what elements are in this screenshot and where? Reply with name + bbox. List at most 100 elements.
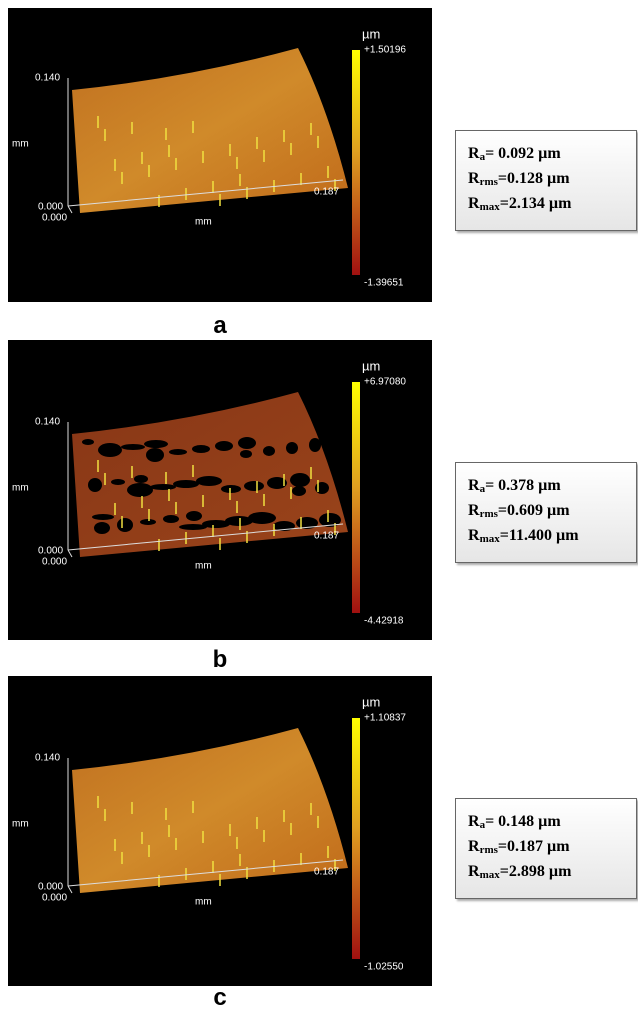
roughness-box: Ra= 0.092 µm Rrms=0.128 µm Rmax=2.134 µm <box>455 130 637 231</box>
surface-hole <box>325 447 349 459</box>
roughness-symbol: R <box>468 145 480 162</box>
colorbar-unit: µm <box>362 694 380 709</box>
y-min-label: 0.000 <box>38 202 63 213</box>
colorbar-min: -1.39651 <box>364 278 404 289</box>
roughness-value: = 0.148 µm <box>485 813 561 830</box>
roughness-value: = 0.092 µm <box>485 145 561 162</box>
roughness-symbol: R <box>468 527 480 544</box>
roughness-subscript: rms <box>479 176 498 188</box>
roughness-subscript: max <box>479 869 500 881</box>
surface-hole <box>82 439 94 445</box>
surface-hole <box>215 441 233 451</box>
roughness-row: Ra= 0.378 µm <box>468 475 636 500</box>
roughness-subscript: max <box>479 533 500 545</box>
y-axis-label: mm <box>12 139 29 150</box>
roughness-value: =2.898 µm <box>499 863 572 880</box>
roughness-row: Ra= 0.148 µm <box>468 811 636 836</box>
axis-depth <box>67 205 73 214</box>
surface-hole <box>196 476 222 486</box>
roughness-value: =0.187 µm <box>497 838 570 855</box>
roughness-subscript: max <box>479 201 500 213</box>
surface-hole <box>173 480 199 488</box>
roughness-subscript: rms <box>479 508 498 520</box>
roughness-subscript: a <box>479 151 486 163</box>
roughness-subscript: a <box>479 819 486 831</box>
y-max-label: 0.140 <box>35 417 60 428</box>
roughness-symbol: R <box>468 863 480 880</box>
surface-hole <box>121 444 145 450</box>
surface-hole <box>186 511 202 521</box>
surface-hole <box>140 519 156 525</box>
roughness-value: =0.609 µm <box>497 502 570 519</box>
colorbar-max: +6.97080 <box>364 377 406 388</box>
roughness-row: Rmax=2.898 µm <box>468 861 636 886</box>
surface-hole <box>238 437 256 449</box>
roughness-symbol: R <box>468 170 480 187</box>
surface-hole <box>192 445 210 453</box>
surface-hole <box>163 515 179 523</box>
panel-label: c <box>213 984 227 1011</box>
roughness-symbol: R <box>468 838 480 855</box>
x-max-label: 0.187 <box>314 187 339 198</box>
x-axis-label: mm <box>195 217 212 228</box>
surface-hole <box>240 450 252 458</box>
colorbar-unit: µm <box>362 358 380 373</box>
colorbar-unit: µm <box>362 26 380 41</box>
roughness-row: Ra= 0.092 µm <box>468 143 636 168</box>
surface-hole <box>248 512 276 524</box>
roughness-box: Ra= 0.378 µm Rrms=0.609 µm Rmax=11.400 µm <box>455 462 637 563</box>
surface <box>72 728 348 893</box>
surface-hole <box>244 481 264 491</box>
x-min-label: 0.000 <box>42 213 67 224</box>
colorbar <box>352 50 360 275</box>
roughness-row: Rrms=0.609 µm <box>468 500 636 525</box>
roughness-row: Rmax=11.400 µm <box>468 525 636 550</box>
colorbar <box>352 382 360 613</box>
y-axis-label: mm <box>12 819 29 830</box>
roughness-box: Ra= 0.148 µm Rrms=0.187 µm Rmax=2.898 µm <box>455 798 637 899</box>
surface-hole <box>94 522 110 534</box>
y-max-label: 0.140 <box>35 73 60 84</box>
surface <box>72 392 348 557</box>
roughness-value: = 0.378 µm <box>485 477 561 494</box>
y-min-label: 0.000 <box>38 546 63 557</box>
surface-hole <box>221 485 241 493</box>
surface-hole <box>146 448 164 462</box>
y-max-label: 0.140 <box>35 753 60 764</box>
roughness-row: Rrms=0.128 µm <box>468 168 636 193</box>
surface-hole <box>169 449 187 455</box>
surface-hole <box>88 478 102 492</box>
roughness-value: =0.128 µm <box>497 170 570 187</box>
surface-hole <box>127 483 153 497</box>
x-min-label: 0.000 <box>42 557 67 568</box>
surface-hole <box>267 477 287 489</box>
x-axis-label: mm <box>195 561 212 572</box>
surface-hole <box>202 520 230 528</box>
surface-panel: 0.140 mm 0.000 0.000 mm 0.187 µm +6.97080 -4.429… <box>8 340 432 640</box>
roughness-symbol: R <box>468 477 480 494</box>
x-axis <box>67 523 344 551</box>
roughness-value: =2.134 µm <box>499 195 572 212</box>
surface-hole <box>117 518 133 532</box>
surface-hole <box>263 446 275 456</box>
roughness-subscript: a <box>479 483 486 495</box>
y-min-label: 0.000 <box>38 882 63 893</box>
x-axis-label: mm <box>195 897 212 908</box>
surface-hole <box>98 443 122 457</box>
x-min-label: 0.000 <box>42 893 67 904</box>
surface-hole <box>286 442 298 454</box>
roughness-subscript: rms <box>479 844 498 856</box>
surface-panel: 0.140 mm 0.000 0.000 mm 0.187 µm +1.10837 -1.025… <box>8 676 432 986</box>
roughness-symbol: R <box>468 813 480 830</box>
panel-label: a <box>213 312 227 339</box>
surface-hole <box>315 482 329 494</box>
surface-hole <box>292 486 306 496</box>
x-axis <box>67 859 344 887</box>
x-axis <box>67 179 344 207</box>
surface-hole <box>179 524 207 530</box>
surface-hole <box>273 521 295 531</box>
